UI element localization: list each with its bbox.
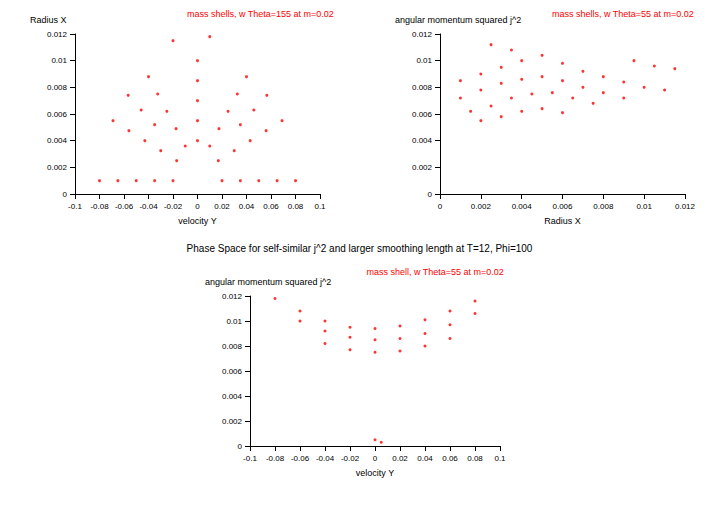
svg-text:0.008: 0.008: [412, 83, 433, 92]
svg-text:-0.02: -0.02: [164, 202, 183, 211]
svg-text:mass shells, w Theta=55 at m=0: mass shells, w Theta=55 at m=0.02: [552, 9, 694, 19]
svg-text:0.004: 0.004: [412, 136, 433, 145]
svg-text:0.01: 0.01: [636, 202, 652, 211]
svg-text:angular momentum squared j^2: angular momentum squared j^2: [395, 15, 521, 25]
svg-text:0.002: 0.002: [412, 163, 433, 172]
svg-text:0.02: 0.02: [392, 454, 408, 463]
svg-text:mass shells, w Theta=155 at m=: mass shells, w Theta=155 at m=0.02: [187, 9, 334, 19]
svg-text:velocity Y: velocity Y: [178, 216, 216, 226]
svg-text:-0.08: -0.08: [90, 202, 109, 211]
svg-text:0.002: 0.002: [471, 202, 492, 211]
svg-text:0.04: 0.04: [239, 202, 255, 211]
svg-text:0.08: 0.08: [467, 454, 483, 463]
svg-text:0: 0: [373, 454, 378, 463]
svg-text:-0.1: -0.1: [68, 202, 82, 211]
svg-text:0.012: 0.012: [47, 30, 68, 39]
svg-text:0.006: 0.006: [552, 202, 573, 211]
svg-text:0.006: 0.006: [412, 110, 433, 119]
svg-text:0.004: 0.004: [512, 202, 533, 211]
svg-text:0.008: 0.008: [47, 83, 68, 92]
svg-text:0.006: 0.006: [222, 367, 243, 376]
svg-text:0: 0: [238, 442, 243, 451]
svg-text:-0.02: -0.02: [341, 454, 360, 463]
svg-text:Radius X: Radius X: [30, 15, 67, 25]
svg-text:0: 0: [63, 190, 68, 199]
svg-text:0.06: 0.06: [442, 454, 458, 463]
svg-text:0.06: 0.06: [263, 202, 279, 211]
svg-text:0.002: 0.002: [47, 163, 68, 172]
svg-text:0.1: 0.1: [494, 454, 506, 463]
svg-text:-0.08: -0.08: [266, 454, 285, 463]
svg-text:0.01: 0.01: [51, 56, 67, 65]
svg-text:0.01: 0.01: [416, 56, 432, 65]
svg-text:-0.1: -0.1: [243, 454, 257, 463]
svg-text:velocity Y: velocity Y: [356, 468, 394, 478]
svg-text:0: 0: [438, 202, 443, 211]
svg-text:0.002: 0.002: [222, 417, 243, 426]
svg-text:0.008: 0.008: [222, 342, 243, 351]
svg-text:-0.04: -0.04: [139, 202, 158, 211]
svg-text:-0.04: -0.04: [316, 454, 335, 463]
svg-text:angular momentum squared j^2: angular momentum squared j^2: [205, 277, 331, 287]
svg-text:0.008: 0.008: [593, 202, 614, 211]
svg-text:0.04: 0.04: [417, 454, 433, 463]
svg-text:mass shell, w Theta=55 at m=0.: mass shell, w Theta=55 at m=0.02: [366, 267, 503, 277]
svg-text:0.1: 0.1: [314, 202, 326, 211]
svg-text:0.004: 0.004: [222, 392, 243, 401]
svg-text:0: 0: [428, 190, 433, 199]
svg-text:0.006: 0.006: [47, 110, 68, 119]
svg-text:-0.06: -0.06: [115, 202, 134, 211]
svg-text:0.02: 0.02: [214, 202, 230, 211]
svg-text:0.012: 0.012: [222, 292, 243, 301]
svg-text:-0.06: -0.06: [291, 454, 310, 463]
svg-text:Phase Space for self-similar j: Phase Space for self-similar j^2 and lar…: [187, 243, 533, 254]
svg-text:0.012: 0.012: [412, 30, 433, 39]
svg-text:0.01: 0.01: [226, 317, 242, 326]
svg-text:0.004: 0.004: [47, 136, 68, 145]
svg-text:Radius X: Radius X: [544, 216, 581, 226]
svg-text:0.08: 0.08: [288, 202, 304, 211]
svg-text:0.012: 0.012: [675, 202, 696, 211]
svg-text:0: 0: [195, 202, 200, 211]
